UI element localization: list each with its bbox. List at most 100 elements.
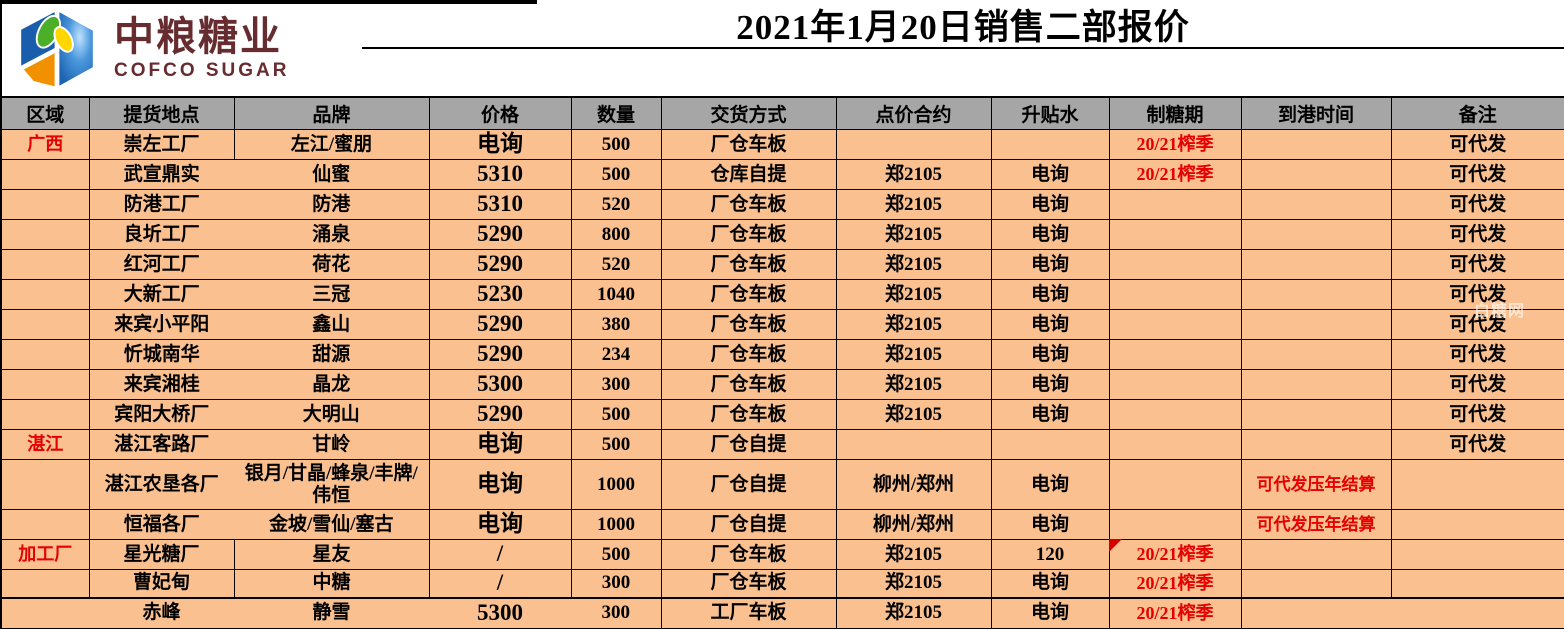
cell-premium: 电询 [990,189,1110,220]
cell-price: 5300 [429,596,571,629]
cell-premium: 电询 [990,159,1110,190]
cell-premium [990,429,1110,460]
cell-premium: 电询 [990,309,1110,340]
cell-delivery: 仓库自提 [660,159,837,190]
cell-region [0,189,90,220]
cell-brand: 金坡/雪仙/塞古 [234,509,430,540]
cell-region: 湛江 [0,429,90,460]
table-row: 红河工厂 荷花 5290 520 厂仓车板 郑2105 电询 可代发 [0,249,1564,280]
cell-premium: 电询 [990,569,1110,598]
table-row: 来宾湘桂 晶龙 5300 300 厂仓车板 郑2105 电询 可代发 [0,369,1564,400]
cell-arrival [1240,399,1392,430]
cell-delivery: 厂仓车板 [660,369,837,400]
cell-delivery: 厂仓自提 [660,459,837,510]
cell-location: 湛江客路厂 [88,429,234,460]
cell-note: 可代发 [1390,129,1564,160]
cell-contract: 郑2105 [835,596,992,629]
cell-season [1108,399,1242,430]
cell-brand: 银月/甘晶/蜂泉/丰牌/伟恒 [234,459,430,510]
cell-price: 5310 [428,189,572,220]
cell-qty: 1000 [570,459,662,510]
cell-note: 可代发 [1390,189,1564,220]
cell-note [1390,459,1564,510]
cell-price: 5300 [428,369,572,400]
cell-location: 忻城南华 [88,339,234,370]
cofco-logo: 中粮糖业 COFCO SUGAR [2,0,362,96]
title-block: 2021年1月20日销售二部报价 [362,0,1564,48]
cell-price: 5290 [428,219,572,250]
cell-price: / [428,569,572,598]
cell-arrival [1240,309,1392,340]
cell-season [1108,219,1242,250]
cell-brand: 左江/蜜朋 [233,129,430,160]
cell-qty: 300 [570,369,662,400]
cell-qty: 500 [570,159,662,190]
cell-note [1391,596,1564,629]
cell-qty: 500 [570,399,662,430]
cell-price: / [428,539,572,570]
cell-note [1390,569,1564,598]
table-row: 大新工厂 三冠 5230 1040 厂仓车板 郑2105 电询 可代发 [0,279,1564,310]
cell-location: 曹妃甸 [88,569,235,598]
cell-location: 宾阳大桥厂 [88,399,234,430]
cell-region [0,309,90,340]
cell-arrival [1240,369,1392,400]
cell-season [1108,509,1242,540]
cell-contract: 郑2105 [835,219,992,250]
column-header: 备注 [1390,96,1564,130]
column-header: 提货地点 [88,96,235,130]
cell-arrival: 可代发压年结算 [1240,509,1392,540]
cell-season [1108,369,1242,400]
cell-brand: 星友 [233,539,430,570]
cell-note: 可代发 [1390,219,1564,250]
column-header: 品牌 [233,96,430,130]
table-header-row: 区域 提货地点 品牌 价格 数量 交货方式 点价合约 升贴水 制糖期 到港时间 备注 [0,96,1564,130]
cell-note: 可代发 [1390,249,1564,280]
cell-season [1108,249,1242,280]
cell-region [0,509,90,540]
cell-premium [990,129,1110,160]
cell-price: 5290 [428,249,572,280]
cell-brand: 三冠 [234,279,430,310]
cell-season [1108,339,1242,370]
cell-note [1390,509,1564,540]
column-header: 交货方式 [660,96,837,130]
cell-arrival [1240,219,1392,250]
cell-region [0,279,90,310]
cell-qty: 800 [570,219,662,250]
logo-chinese-name: 中粮糖业 [114,14,282,59]
cell-note [1390,539,1564,570]
cell-brand: 中糖 [233,569,430,598]
cell-qty: 500 [570,129,662,160]
cell-note: 可代发 [1390,159,1564,190]
cell-qty: 1000 [570,509,662,540]
table-row: 忻城南华 甜源 5290 234 厂仓车板 郑2105 电询 可代发 [0,339,1564,370]
cell-arrival [1240,429,1392,460]
cell-location: 红河工厂 [88,249,234,280]
table-row: 湛江 湛江客路厂 甘岭 电询 500 厂仓自提 可代发 [0,429,1564,460]
cell-brand: 涌泉 [234,219,430,250]
cell-region [0,339,90,370]
cell-delivery: 厂仓车板 [660,569,837,598]
cell-arrival [1240,569,1392,598]
cell-region: 广西 [0,129,90,160]
table-row: 广西 崇左工厂 左江/蜜朋 电询 500 厂仓车板 20/21榨季 可代发 [0,129,1564,160]
cell-brand: 荷花 [234,249,430,280]
cell-delivery: 厂仓自提 [660,509,837,540]
cell-contract: 郑2105 [835,339,992,370]
cell-region [0,399,90,430]
cell-season: 20/21榨季 [1108,539,1242,570]
cell-delivery: 厂仓车板 [660,309,837,340]
cell-note: 可代发 [1390,339,1564,370]
column-header: 到港时间 [1240,96,1392,130]
cell-location: 来宾小平阳 [88,309,234,340]
cell-contract: 郑2105 [835,159,992,190]
cell-contract [835,129,992,160]
cell-season: 20/21榨季 [1108,596,1242,629]
cell-arrival [1240,339,1392,370]
cell-arrival [1240,279,1392,310]
cell-contract: 郑2105 [835,369,992,400]
cell-delivery: 厂仓车板 [660,189,837,220]
cell-premium: 电询 [990,399,1110,430]
